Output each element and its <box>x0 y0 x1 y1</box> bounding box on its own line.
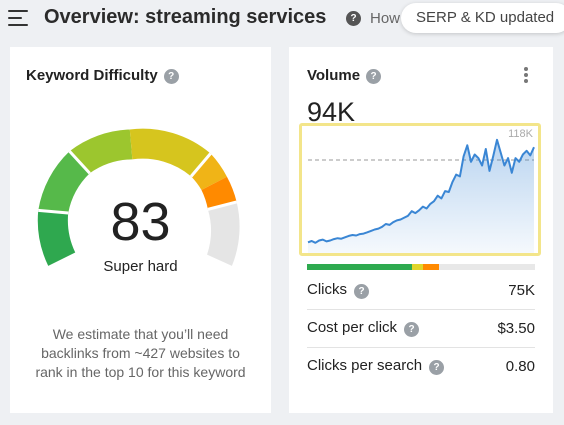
metric-value: 0.80 <box>505 357 535 375</box>
help-icon[interactable]: ? <box>346 11 361 26</box>
serp-kd-updated-badge[interactable]: SERP & KD updated <box>401 3 564 33</box>
gauge-separator <box>38 208 69 215</box>
chart-series-line <box>307 138 535 244</box>
volume-trend-svg <box>307 138 535 253</box>
kd-score: 83 <box>110 192 171 252</box>
gauge-segment-remaining <box>207 201 240 266</box>
hamburger-menu-icon[interactable] <box>8 10 28 26</box>
gauge-segment-yellow-green <box>69 129 133 174</box>
divider <box>307 309 535 310</box>
metric-label: Clicks per search <box>307 357 423 374</box>
gauge-segment-yellow <box>129 128 211 177</box>
click-distribution-segment <box>423 264 440 270</box>
gauge-segment-orange <box>201 176 237 210</box>
page-title: Overview: streaming services <box>44 6 327 28</box>
kd-difficulty-label: Super hard <box>103 258 178 275</box>
kd-title-text: Keyword Difficulty <box>26 67 158 84</box>
volume-value: 94K <box>307 97 356 127</box>
divider <box>307 347 535 348</box>
kd-gauge <box>37 128 240 266</box>
top-bar: Overview: streaming services ? How SERP … <box>0 0 564 38</box>
gauge-segment-amber <box>191 153 227 190</box>
volume-title-text: Volume <box>307 67 361 84</box>
gauge-segment-green-dark <box>37 210 76 266</box>
how-link[interactable]: How <box>370 10 401 27</box>
volume-trend-chart[interactable]: 118K <box>299 123 541 256</box>
gauge-separator <box>189 152 212 178</box>
click-distribution-segment <box>411 264 424 270</box>
metric-row-cost-per-click: Cost per click? $3.50 <box>307 309 535 347</box>
click-distribution-segment <box>307 264 412 270</box>
metric-value: $3.50 <box>497 319 535 337</box>
click-distribution-bar <box>307 264 535 270</box>
cpc-help-icon[interactable]: ? <box>404 322 420 337</box>
gauge-separator <box>68 150 91 175</box>
metric-value: 75K <box>508 281 535 299</box>
metric-row-clicks-per-search: Clicks per search? 0.80 <box>307 347 535 385</box>
kd-description: We estimate that you’ll need backlinks f… <box>35 326 246 380</box>
metric-label: Cost per click <box>307 319 398 336</box>
more-options-icon[interactable] <box>523 67 529 83</box>
metric-label: Clicks <box>307 281 347 298</box>
kd-card-title: Keyword Difficulty? <box>26 67 179 84</box>
metric-label-wrap: Clicks? <box>307 281 369 299</box>
gauge-separator <box>207 200 238 211</box>
clicks-help-icon[interactable]: ? <box>354 284 369 299</box>
volume-card: Volume? 94K 118K Clicks? 75K Cost per cl <box>289 47 553 413</box>
chart-series-area <box>308 139 534 253</box>
metric-label-wrap: Clicks per search? <box>307 357 445 375</box>
volume-card-title: Volume? <box>307 67 382 84</box>
metric-row-clicks: Clicks? 75K <box>307 271 535 309</box>
gauge-segment-green <box>38 151 90 213</box>
keyword-difficulty-card: Keyword Difficulty? 83 Super hard We est… <box>10 47 271 413</box>
chart-max-label: 118K <box>508 128 533 140</box>
volume-help-icon[interactable]: ? <box>366 69 382 84</box>
cps-help-icon[interactable]: ? <box>429 360 445 375</box>
metric-label-wrap: Cost per click? <box>307 319 420 337</box>
kd-help-icon[interactable]: ? <box>163 69 179 84</box>
